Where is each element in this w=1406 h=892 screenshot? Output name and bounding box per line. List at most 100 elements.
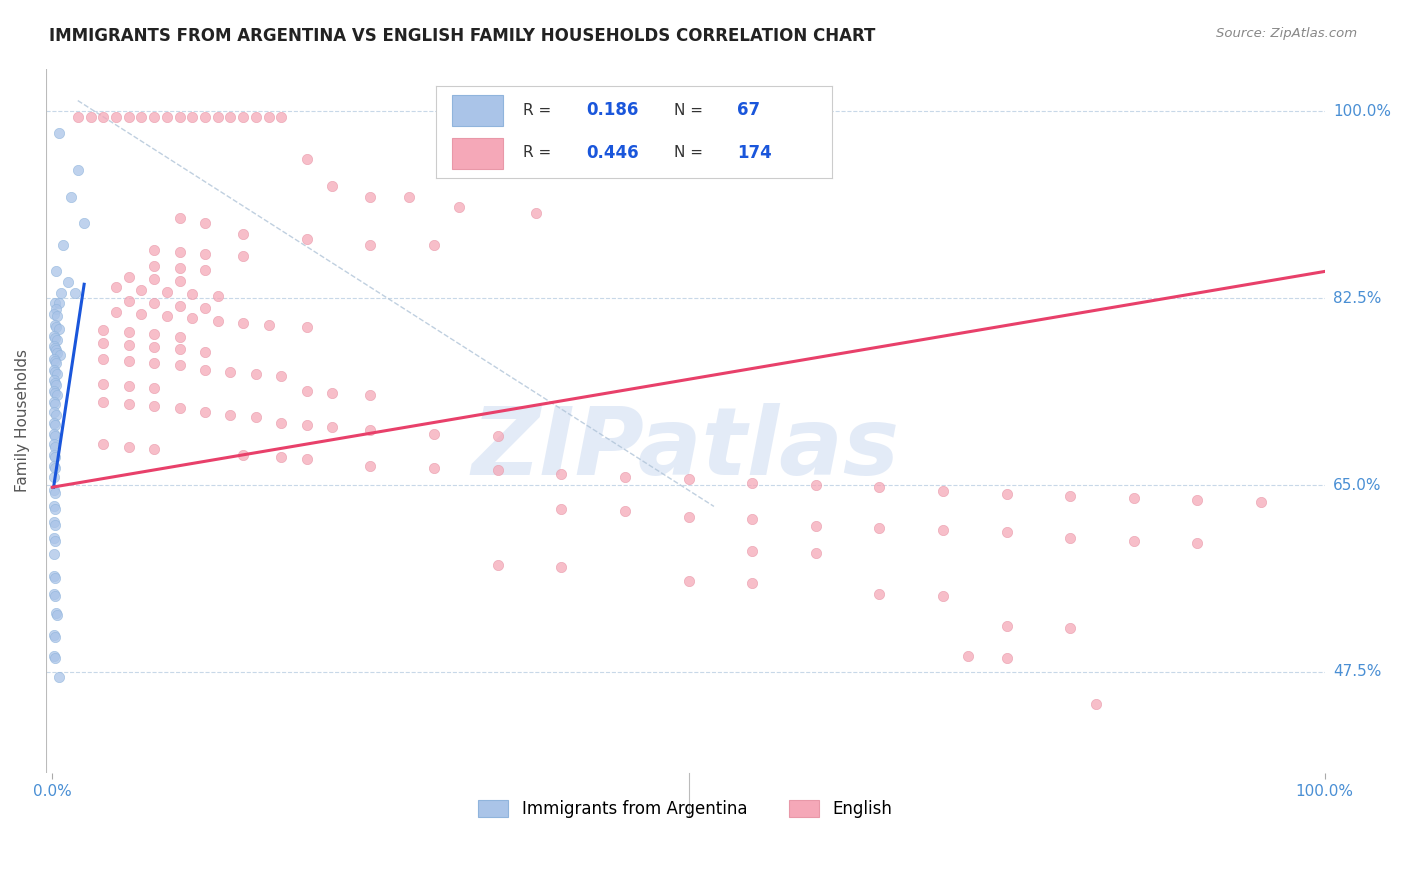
Point <box>486 463 509 477</box>
Point <box>44 501 66 516</box>
Point <box>181 286 204 301</box>
Point <box>44 533 66 548</box>
Point <box>257 318 280 332</box>
Point <box>359 423 381 437</box>
Point <box>295 418 318 433</box>
Point <box>44 318 66 332</box>
Point <box>868 480 890 494</box>
Point <box>44 517 66 532</box>
Point <box>42 458 65 473</box>
Point <box>257 110 280 124</box>
Point <box>48 322 70 336</box>
Point <box>91 376 114 391</box>
Point <box>143 381 166 395</box>
Point <box>995 524 1018 539</box>
Point <box>245 409 267 424</box>
Point <box>169 299 191 313</box>
Point <box>194 301 217 315</box>
Point <box>42 587 65 601</box>
Point <box>42 384 65 398</box>
Point <box>169 110 191 124</box>
Point <box>118 326 141 340</box>
Point <box>741 475 763 490</box>
Point <box>245 110 267 124</box>
Point <box>131 110 153 124</box>
Point <box>1059 532 1081 546</box>
Text: IMMIGRANTS FROM ARGENTINA VS ENGLISH FAMILY HOUSEHOLDS CORRELATION CHART: IMMIGRANTS FROM ARGENTINA VS ENGLISH FAM… <box>49 27 876 45</box>
Point <box>91 110 114 124</box>
Point <box>42 328 65 343</box>
Point <box>44 461 66 475</box>
Text: 82.5%: 82.5% <box>1333 291 1381 306</box>
Point <box>181 311 204 326</box>
Point <box>66 163 89 178</box>
Point <box>42 548 65 562</box>
Point <box>45 356 67 370</box>
Point <box>42 448 65 462</box>
Point <box>42 469 65 483</box>
Point <box>48 126 70 140</box>
Point <box>49 348 72 362</box>
Point <box>995 486 1018 500</box>
Point <box>207 110 229 124</box>
Point <box>295 452 318 467</box>
Point <box>44 485 66 500</box>
Point <box>804 478 827 492</box>
Point <box>359 237 381 252</box>
Point <box>44 386 66 401</box>
Point <box>232 110 254 124</box>
Point <box>42 483 65 498</box>
Point <box>143 110 166 124</box>
Point <box>42 405 65 419</box>
Point <box>143 340 166 354</box>
Point <box>118 269 141 284</box>
Point <box>232 316 254 330</box>
Text: ZIPatlas: ZIPatlas <box>471 403 900 495</box>
Point <box>118 397 141 411</box>
Point <box>932 484 955 499</box>
Point <box>207 313 229 327</box>
Point <box>156 310 179 324</box>
Point <box>45 408 67 422</box>
Point <box>359 388 381 402</box>
Point <box>295 153 318 167</box>
Point <box>995 651 1018 665</box>
Point <box>143 442 166 456</box>
Point <box>486 429 509 443</box>
Point <box>423 237 446 252</box>
Point <box>169 343 191 357</box>
Point <box>359 189 381 203</box>
Point <box>678 510 700 524</box>
Point <box>804 518 827 533</box>
Point <box>550 560 572 574</box>
Point <box>45 606 67 620</box>
Point <box>219 365 242 379</box>
Point <box>932 523 955 537</box>
Point <box>181 110 204 124</box>
Point <box>194 362 217 376</box>
Point <box>321 179 343 194</box>
Point <box>449 200 471 214</box>
Point <box>423 426 446 441</box>
Point <box>46 310 69 324</box>
Point <box>45 301 67 316</box>
Point <box>42 373 65 387</box>
Point <box>1250 495 1272 509</box>
Legend: Immigrants from Argentina, English: Immigrants from Argentina, English <box>472 794 898 825</box>
Point <box>295 232 318 246</box>
Point <box>91 351 114 366</box>
Point <box>56 275 79 289</box>
Point <box>169 401 191 416</box>
Point <box>42 339 65 353</box>
Point <box>104 110 127 124</box>
Point <box>44 651 66 665</box>
Point <box>1122 533 1144 548</box>
Text: Source: ZipAtlas.com: Source: ZipAtlas.com <box>1216 27 1357 40</box>
Point <box>48 296 70 310</box>
Point <box>613 504 636 518</box>
Point <box>51 285 73 300</box>
Point <box>1059 489 1081 503</box>
Point <box>45 377 67 392</box>
Point <box>868 521 890 535</box>
Point <box>44 342 66 356</box>
